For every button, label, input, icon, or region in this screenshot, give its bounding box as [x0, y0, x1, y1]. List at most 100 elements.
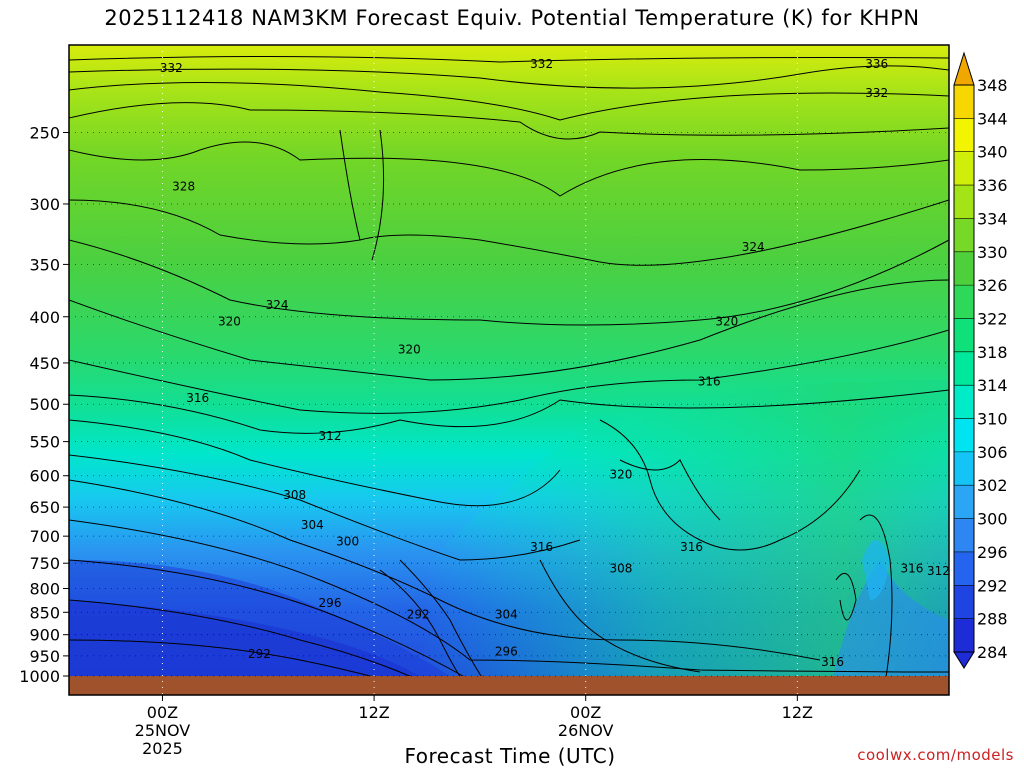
colorbar-swatch	[954, 418, 974, 453]
colorbar-swatch	[954, 551, 974, 586]
x-tick-label: 2025	[142, 739, 183, 758]
cool-pocket-core	[862, 540, 890, 600]
colorbar-label: 344	[977, 109, 1008, 128]
x-tick-label: 00Z	[570, 703, 601, 722]
y-tick-label: 500	[29, 395, 60, 414]
ground-strip	[69, 676, 949, 695]
contour-label: 316	[186, 391, 209, 405]
colorbar-label: 322	[977, 309, 1008, 328]
x-tick-label: 25NOV	[135, 721, 191, 740]
contour-label: 320	[610, 467, 633, 481]
plot-border	[68, 44, 950, 696]
colorbar-label: 314	[977, 376, 1008, 395]
colorbar-label: 340	[977, 143, 1008, 162]
y-tick-label: 650	[29, 498, 60, 517]
contour-label: 312	[319, 429, 342, 443]
contour-label: 332	[530, 57, 553, 71]
contour-label: 332	[160, 61, 183, 75]
credit-text: coolwx.com/models	[857, 746, 1014, 764]
x-tick-label: 26NOV	[558, 721, 614, 740]
contour-label: 320	[398, 343, 421, 357]
y-tick-label: 450	[29, 354, 60, 373]
colorbar-swatch	[954, 151, 974, 186]
contour-label: 292	[407, 608, 430, 622]
colorbar-swatch	[954, 451, 974, 486]
colorbar-swatch	[954, 185, 974, 219]
colorbar-label: 334	[977, 209, 1008, 228]
y-tick-label: 700	[29, 527, 60, 546]
colorbar-label: 306	[977, 443, 1008, 462]
y-tick-label: 300	[29, 195, 60, 214]
colorbar-label: 284	[977, 643, 1008, 662]
contour-label: 296	[495, 645, 518, 659]
cool-pocket	[830, 560, 949, 690]
x-tick-label: 12Z	[358, 703, 389, 722]
contour-label: 308	[283, 488, 306, 502]
y-tick-label: 750	[29, 554, 60, 573]
colorbar-swatch	[954, 251, 974, 286]
x-tick-label: 12Z	[782, 703, 813, 722]
colorbar-swatch	[954, 351, 974, 386]
time-gridlines	[161, 45, 798, 695]
colorbar-swatch	[954, 218, 974, 253]
colorbar-swatch	[954, 518, 974, 553]
colorbar-swatch	[954, 285, 974, 319]
contour-label: 316	[901, 561, 924, 575]
warm-sector	[421, 380, 949, 695]
contour-label: 336	[865, 57, 888, 71]
y-tick-label: 400	[29, 308, 60, 327]
y-tick-label: 550	[29, 433, 60, 452]
y-tick-label: 850	[29, 603, 60, 622]
colorbar-label: 292	[977, 576, 1008, 595]
contour-label: 324	[742, 240, 765, 254]
cold-dome-core	[69, 600, 440, 695]
x-tick-label: 00Z	[147, 703, 178, 722]
contour-label: 316	[530, 540, 553, 554]
colorbar-bottom-arrow	[953, 651, 975, 669]
contour-label: 320	[715, 315, 738, 329]
y-tick-label: 800	[29, 580, 60, 599]
contour-label: 304	[495, 608, 518, 622]
colorbar-swatch	[954, 318, 974, 353]
colorbar-label: 348	[977, 76, 1008, 95]
contour-label: 316	[821, 655, 844, 669]
contour-label: 304	[301, 518, 324, 532]
contour-label: 312	[927, 564, 950, 578]
colorbar: 284 288 292 296 300 302 306 310 314 318 322 326 330 3…	[953, 51, 1008, 669]
colorbar-swatch	[954, 485, 974, 520]
contour-lines	[69, 55, 949, 691]
colorbar-label: 300	[977, 510, 1008, 529]
colorbar-swatch	[954, 585, 974, 620]
contour-label: 316	[698, 375, 721, 389]
y-tick-label: 250	[29, 123, 60, 142]
contour-label: 324	[266, 298, 289, 312]
y-tick-label: 350	[29, 255, 60, 274]
y-axis: 250 300 350 400 450 500 550 600 650 700 750 800 850 9…	[19, 123, 69, 686]
colorbar-label: 336	[977, 176, 1008, 195]
contour-label: 316	[680, 540, 703, 554]
colorbar-label: 310	[977, 410, 1008, 429]
colorbar-label: 296	[977, 543, 1008, 562]
colorbar-swatch	[954, 385, 974, 420]
contour-label: 292	[248, 647, 271, 661]
y-tick-label: 900	[29, 626, 60, 645]
colorbar-label: 318	[977, 343, 1008, 362]
colorbar-swatch	[954, 618, 974, 653]
contour-label: 320	[218, 315, 241, 329]
colorbar-swatch	[954, 85, 974, 119]
y-tick-label: 600	[29, 467, 60, 486]
colorbar-top-arrow	[953, 51, 975, 86]
colorbar-swatch	[954, 118, 974, 153]
contour-label: 308	[610, 561, 633, 575]
contour-label: 332	[865, 86, 888, 100]
x-axis-title: Forecast Time (UTC)	[404, 744, 616, 768]
chart-title: 2025112418 NAM3KM Forecast Equiv. Potent…	[104, 6, 920, 30]
y-tick-label: 950	[29, 647, 60, 666]
contour-label: 296	[319, 596, 342, 610]
colorbar-label: 302	[977, 476, 1008, 495]
colorbar-label: 288	[977, 610, 1008, 629]
contour-label: 300	[336, 535, 359, 549]
